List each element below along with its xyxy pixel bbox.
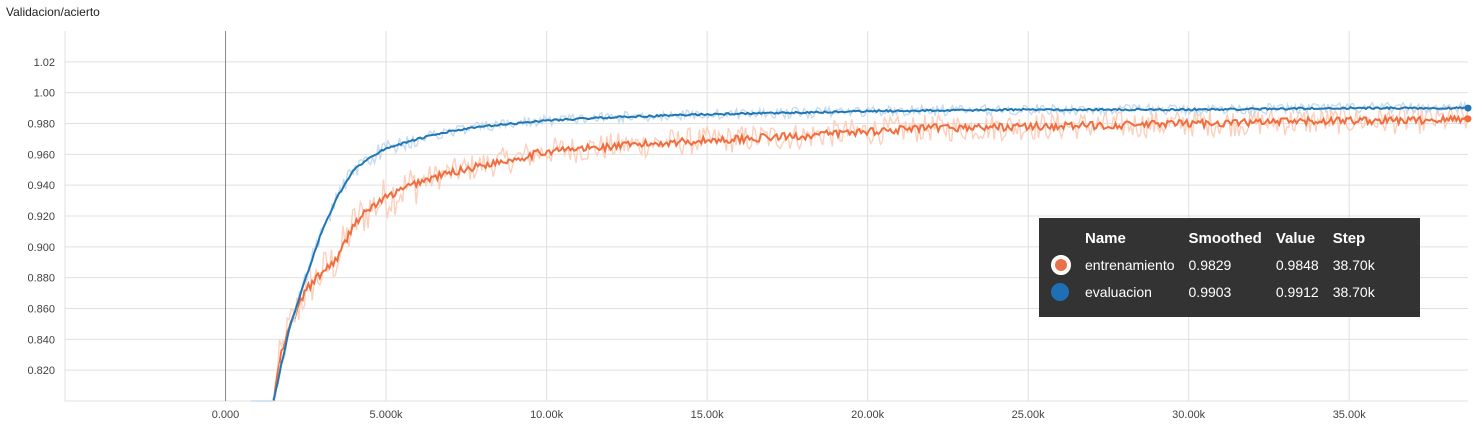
x-tick-label: 5.000k bbox=[370, 409, 404, 421]
series-raw-line-evaluacion bbox=[251, 100, 1468, 402]
legend-header-swatch bbox=[1045, 227, 1079, 251]
legend-step: 38.70k bbox=[1332, 257, 1375, 273]
series-raw-line-entrenamiento bbox=[273, 104, 1469, 399]
legend-header-step: Step bbox=[1332, 230, 1366, 247]
x-tick-label: 15.00k bbox=[691, 409, 725, 421]
series-smoothed-line-evaluacion bbox=[272, 105, 1469, 401]
legend-row-evaluacion: evaluacion 0.9903 0.9912 38.70k bbox=[1045, 279, 1383, 305]
x-tick-label: 20.00k bbox=[851, 409, 885, 421]
y-tick-label: 0.920 bbox=[27, 211, 55, 223]
legend-header-value: Value bbox=[1275, 230, 1316, 247]
legend-value: 0.9848 bbox=[1275, 257, 1319, 273]
y-tick-label: 0.900 bbox=[27, 242, 55, 254]
legend-swatch-evaluacion bbox=[1051, 283, 1069, 302]
x-tick-label: 10.00k bbox=[530, 409, 564, 421]
axes bbox=[64, 31, 1468, 402]
legend-tooltip: Name Smoothed Value Step entrenamiento 0… bbox=[1039, 218, 1420, 317]
x-tick-label: 30.00k bbox=[1172, 409, 1206, 421]
y-tick-label: 0.940 bbox=[27, 180, 55, 192]
legend-step: 38.70k bbox=[1332, 284, 1375, 301]
y-tick-label: 1.02 bbox=[34, 57, 55, 69]
legend-smoothed: 0.9829 bbox=[1188, 257, 1232, 273]
x-tick-label: 0.000 bbox=[212, 409, 240, 421]
legend-name: evaluacion bbox=[1085, 284, 1152, 301]
legend-smoothed: 0.9903 bbox=[1188, 284, 1232, 301]
tick-labels: 0.820 0.840 0.860 0.880 0.900 0.920 0.940 0.960… bbox=[27, 57, 1366, 421]
legend-header-smoothed: Smoothed bbox=[1188, 230, 1262, 247]
legend-table: Name Smoothed Value Step entrenamiento 0… bbox=[1045, 227, 1383, 305]
x-tick-label: 25.00k bbox=[1012, 409, 1046, 421]
legend-row-entrenamiento: entrenamiento 0.9829 0.9848 38.70k bbox=[1045, 251, 1383, 279]
series-endpoint-evaluacion bbox=[1464, 104, 1472, 112]
y-tick-label: 0.980 bbox=[27, 119, 55, 131]
y-tick-label: 1.00 bbox=[34, 88, 55, 100]
chart-title: Validacion/acierto bbox=[6, 5, 100, 19]
y-tick-label: 0.880 bbox=[27, 273, 55, 285]
legend-swatch-entrenamiento bbox=[1051, 255, 1071, 275]
legend-value: 0.9912 bbox=[1275, 284, 1319, 301]
grid bbox=[65, 31, 1468, 401]
y-tick-label: 0.860 bbox=[27, 304, 55, 316]
series-smoothed-line-entrenamiento bbox=[272, 113, 1469, 402]
legend-name: entrenamiento bbox=[1085, 257, 1175, 273]
series-endpoint-entrenamiento bbox=[1464, 115, 1472, 123]
x-tick-label: 35.00k bbox=[1333, 409, 1367, 421]
y-tick-label: 0.820 bbox=[27, 365, 55, 377]
series-layer bbox=[251, 100, 1472, 402]
y-tick-label: 0.960 bbox=[27, 149, 55, 161]
legend-header-name: Name bbox=[1085, 230, 1126, 247]
y-tick-label: 0.840 bbox=[27, 334, 55, 346]
